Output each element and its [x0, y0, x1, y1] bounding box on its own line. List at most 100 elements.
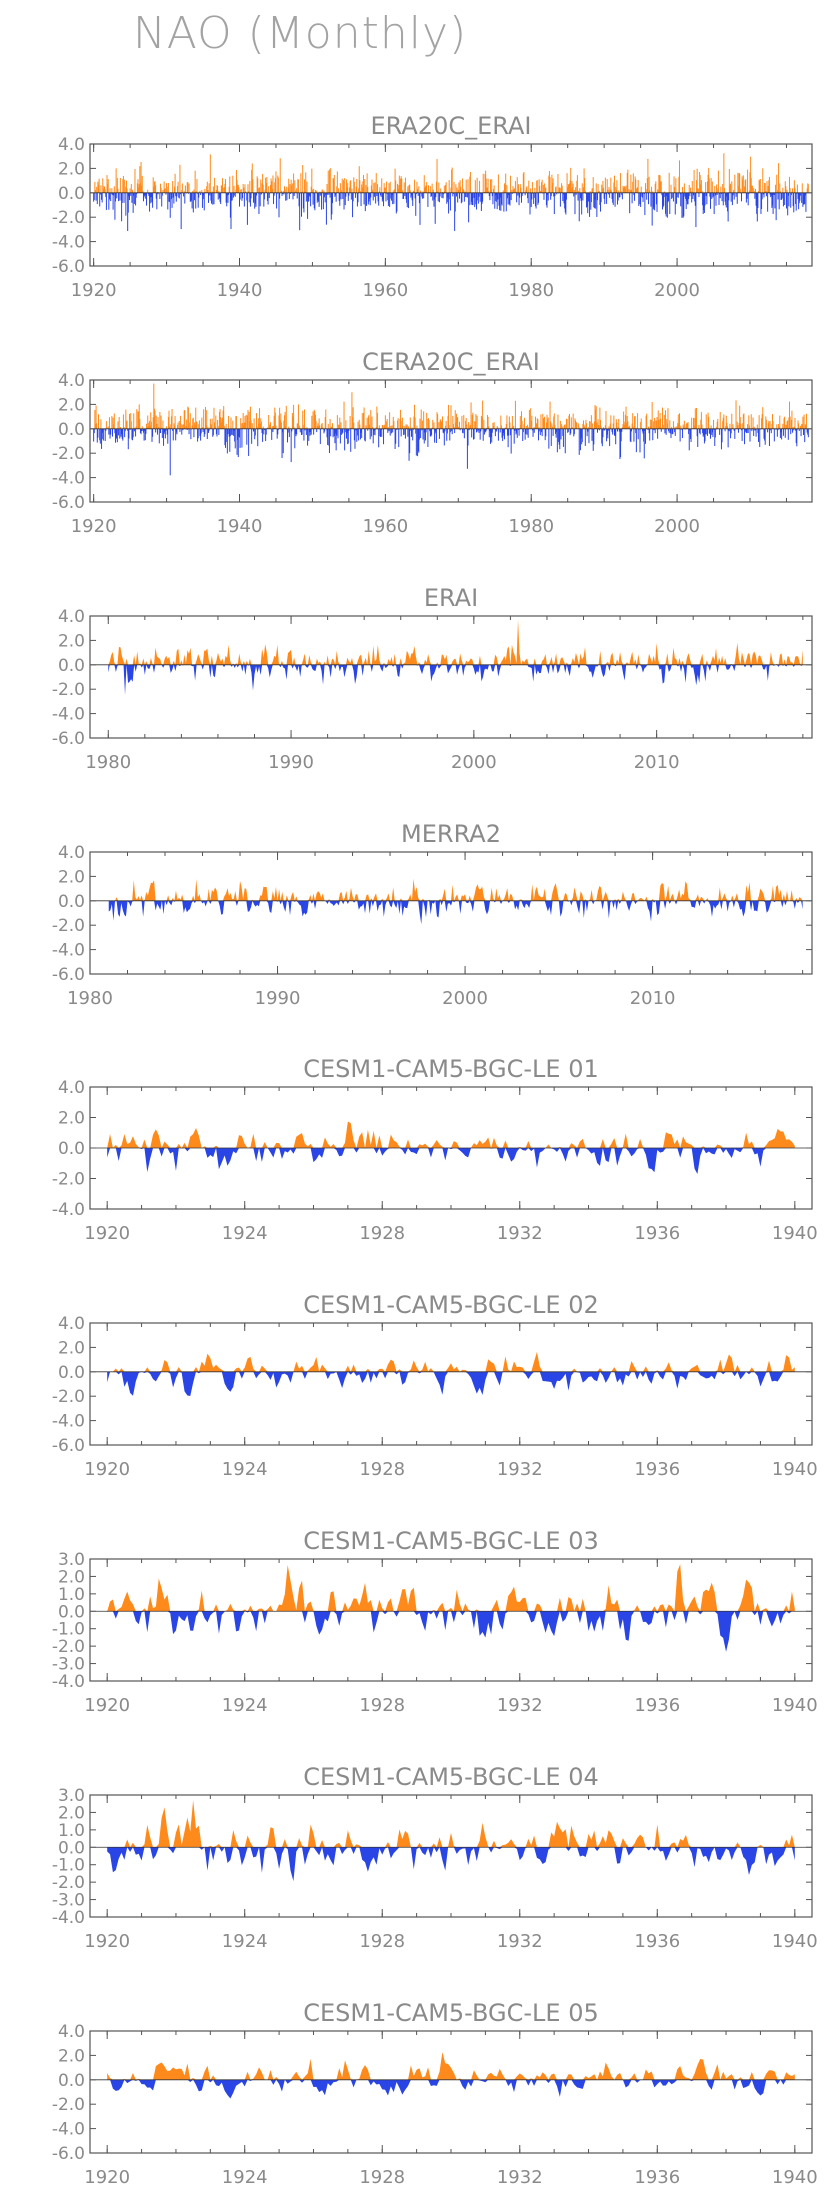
x-tick-label: 1990 [255, 988, 301, 1009]
plot-frame [89, 379, 813, 503]
chart-panel-9: CESM1-CAM5-BGC-LE 05 4.0 2.0 0.0 -2.0 -4.0 -6.… [52, 1999, 818, 2188]
y-tick-label: -3.0 [52, 1891, 85, 1911]
positive-area [108, 619, 803, 665]
x-tick-label: 1924 [222, 1459, 268, 1480]
x-tick-label: 1928 [359, 1695, 405, 1716]
x-tick-label: 1980 [85, 752, 131, 773]
y-tick-label: 4.0 [58, 2022, 85, 2042]
x-tick-label: 1940 [772, 1931, 818, 1952]
x-tick-label: 1936 [634, 1459, 680, 1480]
x-tick-label: 1940 [217, 280, 263, 301]
y-tick-label: 4.0 [58, 1314, 85, 1334]
y-tick-label: 2.0 [58, 1803, 85, 1823]
y-tick-label: -2.0 [52, 208, 85, 228]
plot-frame [89, 143, 813, 267]
x-tick-label: 1924 [222, 1695, 268, 1716]
y-tick-label: -2.0 [52, 2095, 85, 2115]
x-tick-label: 1940 [772, 1223, 818, 1244]
chart-title: CESM1-CAM5-BGC-LE 03 [303, 1527, 599, 1555]
chart-title: ERA20C_ERAI [371, 112, 532, 140]
page-title: NAO (Monthly) [132, 8, 468, 59]
positive-area [107, 2052, 795, 2080]
x-tick-label: 1928 [359, 2167, 405, 2188]
negative-area [108, 664, 803, 695]
y-tick-label: 1.0 [58, 1821, 85, 1841]
chart-panel-1: ERA20C_ERAI 4.0 2.0 0.0 -2.0 -4.0 -6.0 1920 1940… [52, 112, 813, 301]
x-tick-label: 1924 [222, 1223, 268, 1244]
positive-area [108, 878, 803, 901]
y-tick-label: -4.0 [52, 1672, 85, 1692]
chart-title: CESM1-CAM5-BGC-LE 04 [303, 1763, 599, 1791]
negative-area [107, 1847, 795, 1882]
positive-area [107, 1351, 795, 1372]
y-tick-label: 2.0 [58, 395, 85, 415]
y-tick-label: 4.0 [58, 1078, 85, 1098]
plot-frame [89, 615, 813, 739]
y-tick-label: 2.0 [58, 2046, 85, 2066]
negative-area [107, 1611, 795, 1652]
x-tick-label: 1928 [359, 1459, 405, 1480]
x-tick-label: 1936 [634, 1223, 680, 1244]
x-tick-label: 1940 [772, 2167, 818, 2188]
x-tick-label: 1920 [84, 1695, 130, 1716]
y-tick-label: -6.0 [52, 965, 85, 985]
x-tick-label: 1932 [497, 1223, 543, 1244]
y-tick-label: -2.0 [52, 680, 85, 700]
x-tick-label: 2000 [654, 280, 700, 301]
y-tick-label: -6.0 [52, 729, 85, 749]
y-tick-label: -6.0 [52, 1436, 85, 1456]
chart-title: CERA20C_ERAI [362, 348, 540, 376]
chart-panel-8: CESM1-CAM5-BGC-LE 04 3.02.01.00.0-1.0-2.0… [52, 1763, 818, 1952]
x-tick-label: 1924 [222, 1931, 268, 1952]
y-tick-label: 0.0 [58, 1363, 85, 1383]
y-tick-label: -2.0 [52, 1637, 85, 1657]
positive-area [107, 1800, 795, 1848]
x-tick-label: 1920 [84, 1931, 130, 1952]
y-tick-label: -6.0 [52, 2144, 85, 2164]
x-tick-label: 1924 [222, 2167, 268, 2188]
x-tick-label: 2010 [630, 988, 676, 1009]
x-tick-label: 2000 [451, 752, 497, 773]
x-tick-label: 1932 [497, 1459, 543, 1480]
y-tick-label: 2.0 [58, 159, 85, 179]
x-tick-label: 1980 [67, 988, 113, 1009]
x-tick-label: 1928 [359, 1223, 405, 1244]
y-tick-label: -4.0 [52, 941, 85, 961]
x-tick-label: 1960 [362, 280, 408, 301]
x-tick-label: 1980 [508, 516, 554, 537]
chart-title: CESM1-CAM5-BGC-LE 05 [303, 1999, 599, 2027]
y-tick-label: 2.0 [58, 1567, 85, 1587]
y-tick-label: 0.0 [58, 892, 85, 912]
chart-panel-7: CESM1-CAM5-BGC-LE 03 3.02.01.00.0-1.0-2.0… [52, 1527, 818, 1716]
y-tick-label: -2.0 [52, 1873, 85, 1893]
y-tick-label: -4.0 [52, 2120, 85, 2140]
y-tick-label: 1.0 [58, 1585, 85, 1605]
y-tick-label: 0.0 [58, 1838, 85, 1858]
y-tick-label: -4.0 [52, 233, 85, 253]
x-tick-label: 1960 [362, 516, 408, 537]
y-tick-label: -4.0 [52, 1908, 85, 1928]
x-tick-label: 1920 [71, 516, 117, 537]
chart-panel-6: CESM1-CAM5-BGC-LE 02 4.0 2.0 0.0 -2.0 -4.0 -6.… [52, 1291, 818, 1480]
positive-area [107, 1564, 795, 1612]
chart-title: CESM1-CAM5-BGC-LE 01 [303, 1055, 599, 1083]
plot-frame [89, 851, 813, 975]
y-tick-label: 4.0 [58, 607, 85, 627]
y-tick-label: -6.0 [52, 257, 85, 277]
y-tick-label: 0.0 [58, 184, 85, 204]
x-tick-label: 1932 [497, 1695, 543, 1716]
chart-panel-5: CESM1-CAM5-BGC-LE 01 4.0 2.0 0.0 -2.0 -4.0 192… [52, 1055, 818, 1244]
plot-frame [89, 1558, 813, 1682]
negative-area [108, 900, 803, 925]
y-tick-label: 0.0 [58, 1139, 85, 1159]
y-tick-label: -4.0 [52, 705, 85, 725]
plot-frame [89, 1322, 813, 1446]
y-tick-label: 4.0 [58, 371, 85, 391]
y-tick-label: -3.0 [52, 1655, 85, 1675]
y-tick-label: 2.0 [58, 1338, 85, 1358]
x-tick-label: 2010 [634, 752, 680, 773]
x-tick-label: 1920 [84, 1223, 130, 1244]
x-tick-label: 1920 [84, 1459, 130, 1480]
